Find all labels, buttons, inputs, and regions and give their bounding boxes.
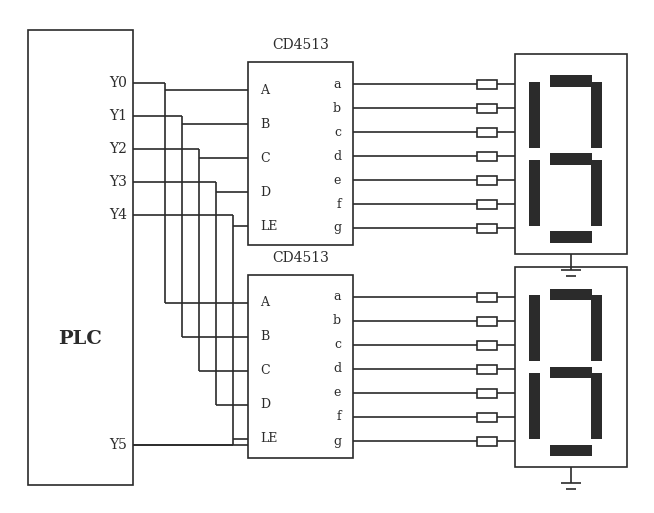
Bar <box>477 200 497 208</box>
Text: C: C <box>260 365 269 378</box>
Text: c: c <box>334 339 341 351</box>
Bar <box>529 161 540 226</box>
Text: g: g <box>333 222 341 234</box>
Text: B: B <box>260 330 269 344</box>
Bar <box>477 151 497 161</box>
Bar <box>477 341 497 349</box>
Bar <box>529 295 540 361</box>
Bar <box>477 128 497 136</box>
Text: Y1: Y1 <box>109 109 127 123</box>
Text: Y5: Y5 <box>109 438 127 452</box>
Text: a: a <box>334 290 341 304</box>
Bar <box>591 295 602 361</box>
Bar <box>477 365 497 373</box>
Text: a: a <box>334 77 341 90</box>
Bar <box>477 80 497 89</box>
Bar <box>529 83 540 148</box>
Text: LE: LE <box>260 220 277 232</box>
Bar <box>550 231 592 243</box>
Text: Y4: Y4 <box>109 208 127 222</box>
Bar <box>550 366 592 378</box>
Bar <box>477 292 497 302</box>
Text: e: e <box>334 386 341 400</box>
Bar <box>477 175 497 185</box>
Text: b: b <box>333 102 341 114</box>
Text: CD4513: CD4513 <box>272 251 329 265</box>
Bar <box>591 161 602 226</box>
Bar <box>477 437 497 445</box>
Text: g: g <box>333 435 341 447</box>
Bar <box>550 75 592 87</box>
Bar <box>477 412 497 422</box>
Bar <box>477 104 497 112</box>
Bar <box>477 388 497 398</box>
Text: b: b <box>333 314 341 327</box>
Bar <box>28 30 133 485</box>
Text: Y2: Y2 <box>109 142 127 156</box>
Bar <box>550 153 592 165</box>
Text: c: c <box>334 126 341 139</box>
Bar <box>477 317 497 326</box>
Bar <box>550 444 592 456</box>
Text: A: A <box>260 297 269 309</box>
Bar <box>248 275 353 458</box>
Bar <box>248 62 353 245</box>
Bar <box>591 373 602 439</box>
Text: d: d <box>333 363 341 376</box>
Text: B: B <box>260 117 269 130</box>
Text: D: D <box>260 186 270 199</box>
Bar <box>515 53 627 253</box>
Bar <box>515 266 627 466</box>
Text: D: D <box>260 399 270 411</box>
Text: d: d <box>333 149 341 163</box>
Text: C: C <box>260 151 269 165</box>
Bar <box>591 83 602 148</box>
Text: LE: LE <box>260 432 277 445</box>
Text: Y0: Y0 <box>109 76 127 90</box>
Text: CD4513: CD4513 <box>272 38 329 52</box>
Text: Y3: Y3 <box>109 175 127 189</box>
Text: e: e <box>334 173 341 187</box>
Bar <box>477 224 497 232</box>
Text: PLC: PLC <box>59 330 103 348</box>
Text: f: f <box>336 410 341 424</box>
Bar <box>550 288 592 300</box>
Text: A: A <box>260 84 269 96</box>
Bar <box>529 373 540 439</box>
Text: f: f <box>336 198 341 210</box>
